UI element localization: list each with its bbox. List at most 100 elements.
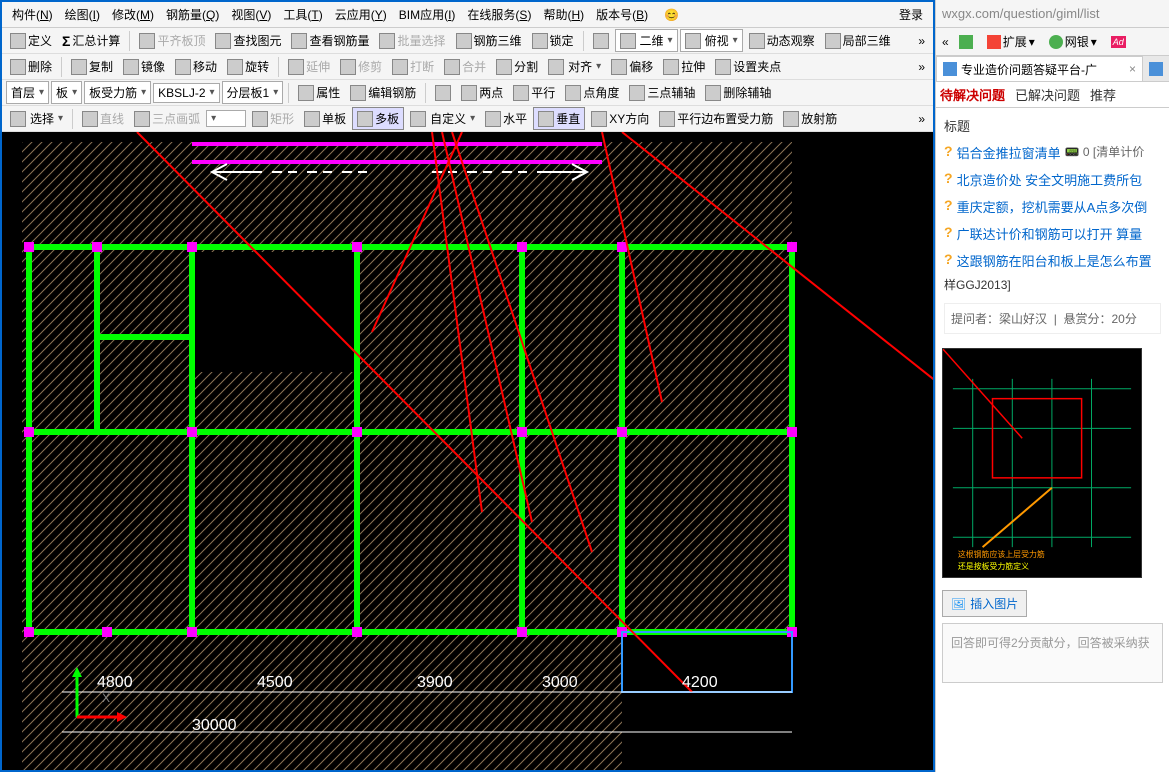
del-aux-button[interactable]: 删除辅轴 bbox=[701, 82, 775, 103]
break-button[interactable]: 打断 bbox=[388, 56, 438, 77]
menu-version[interactable]: 版本号(B) bbox=[590, 2, 654, 27]
binoculars-icon bbox=[291, 33, 307, 49]
define-button[interactable]: 定义 bbox=[6, 30, 56, 51]
two-pt-button[interactable]: 两点 bbox=[457, 82, 507, 103]
blank-dropdown[interactable] bbox=[206, 110, 246, 127]
view-rebar-button[interactable]: 查看钢筋量 bbox=[287, 30, 373, 51]
move-button[interactable]: 移动 bbox=[171, 56, 221, 77]
menu-online[interactable]: 在线服务(S) bbox=[461, 2, 537, 27]
align-dropdown[interactable]: 对齐 bbox=[544, 56, 605, 77]
svg-text:4500: 4500 bbox=[257, 674, 293, 691]
single-button[interactable]: 单板 bbox=[300, 108, 350, 129]
pt-angle-button[interactable]: 点角度 bbox=[561, 82, 623, 103]
split-button[interactable]: 分割 bbox=[492, 56, 542, 77]
browser-tabs: 专业造价问题答疑平台-广 × bbox=[936, 56, 1169, 82]
mirror-button[interactable]: 镜像 bbox=[119, 56, 169, 77]
persp-dropdown[interactable]: 俯视 bbox=[680, 29, 743, 52]
merge-button[interactable]: 合并 bbox=[440, 56, 490, 77]
move-icon bbox=[175, 59, 191, 75]
two-d-dropdown[interactable]: 二维 bbox=[615, 29, 678, 52]
copy-button[interactable]: 复制 bbox=[67, 56, 117, 77]
arc-button[interactable]: 三点画弧 bbox=[130, 108, 204, 129]
menu-help[interactable]: 帮助(H) bbox=[537, 2, 590, 27]
menu-tools[interactable]: 工具(T) bbox=[277, 2, 328, 27]
delete-button[interactable]: 删除 bbox=[6, 56, 56, 77]
multi-button[interactable]: 多板 bbox=[352, 107, 404, 130]
local-3d-button[interactable]: 局部三维 bbox=[821, 30, 895, 51]
question-item[interactable]: ?北京造价处 安全文明施工费所包 bbox=[944, 170, 1161, 189]
address-bar[interactable]: wxgx.com/question/giml/list bbox=[936, 0, 1169, 28]
drawing-canvas[interactable]: 4800 4500 3900 3000 4200 30000 X bbox=[2, 132, 933, 770]
sub-tab-pending[interactable]: 待解决问题 bbox=[940, 85, 1005, 104]
menu-component[interactable]: 构件(N) bbox=[6, 2, 59, 27]
toolbar-1: 定义 Σ汇总计算 平齐板顶 查找图元 查看钢筋量 批量选择 钢筋三维 锁定 二维… bbox=[2, 28, 933, 54]
slab-dropdown[interactable]: 板 bbox=[51, 81, 82, 104]
menu-cloud[interactable]: 云应用(Y) bbox=[329, 2, 393, 27]
lock-button[interactable]: 锁定 bbox=[528, 30, 578, 51]
toolbar-4: 选择 直线 三点画弧 矩形 单板 多板 自定义 水平 垂直 XY方向 平行边布置… bbox=[2, 106, 933, 132]
custom-dropdown[interactable]: 自定义 bbox=[406, 108, 479, 129]
rotate-button[interactable]: 旋转 bbox=[223, 56, 273, 77]
pinch-button[interactable]: 设置夹点 bbox=[711, 56, 785, 77]
insert-image-button[interactable]: 🖼插入图片 bbox=[942, 590, 1027, 617]
more-icon[interactable]: » bbox=[914, 34, 929, 48]
copy-icon bbox=[71, 59, 87, 75]
sub-tab-solved[interactable]: 已解决问题 bbox=[1015, 85, 1080, 104]
summary-button[interactable]: Σ汇总计算 bbox=[58, 30, 124, 51]
menu-draw[interactable]: 绘图(I) bbox=[59, 2, 106, 27]
question-link[interactable]: 北京造价处 安全文明施工费所包 bbox=[957, 170, 1143, 189]
three-aux-button[interactable]: 三点辅轴 bbox=[625, 82, 699, 103]
batch-button[interactable]: 批量选择 bbox=[375, 30, 449, 51]
new-tab-button[interactable] bbox=[1143, 56, 1169, 81]
question-item[interactable]: ?重庆定额，挖机需要从A点多次倒 bbox=[944, 197, 1161, 216]
horiz-button[interactable]: 水平 bbox=[481, 108, 531, 129]
find-button[interactable]: 查找图元 bbox=[211, 30, 285, 51]
extend-button[interactable]: 延伸 bbox=[284, 56, 334, 77]
type-dropdown[interactable]: KBSLJ-2 bbox=[153, 83, 219, 103]
menu-rebar[interactable]: 钢筋量(Q) bbox=[160, 2, 225, 27]
trim-button[interactable]: 修剪 bbox=[336, 56, 386, 77]
rotate-icon bbox=[227, 59, 243, 75]
answer-textarea[interactable]: 回答即可得2分贡献分，回答被采纳获 bbox=[942, 623, 1163, 683]
xy-button[interactable]: XY方向 bbox=[587, 108, 653, 129]
line-button[interactable]: 直线 bbox=[78, 108, 128, 129]
force-dropdown[interactable]: 板受力筋 bbox=[84, 81, 151, 104]
question-item[interactable]: ?广联达计价和钢筋可以打开 算量 bbox=[944, 224, 1161, 243]
browser-tab[interactable]: 专业造价问题答疑平台-广 × bbox=[936, 56, 1143, 81]
menu-modify[interactable]: 修改(M) bbox=[106, 2, 160, 27]
emoji-icon: 😊 bbox=[658, 4, 685, 26]
question-link[interactable]: 铝合金推拉窗清单 bbox=[957, 143, 1061, 162]
question-link[interactable]: 广联达计价和钢筋可以打开 算量 bbox=[957, 224, 1143, 243]
attr-button[interactable]: 属性 bbox=[294, 82, 344, 103]
edit-rebar-button[interactable]: 编辑钢筋 bbox=[346, 82, 420, 103]
question-thumbnail[interactable]: 这根钢筋应该上层受力筋 还是按板受力筋定义 bbox=[942, 348, 1142, 578]
offset-button[interactable]: 偏移 bbox=[607, 56, 657, 77]
ext-grid-button[interactable] bbox=[955, 33, 977, 51]
ext-expand-button[interactable]: 扩展▾ bbox=[983, 31, 1039, 52]
login-link[interactable]: 登录 bbox=[893, 2, 929, 27]
menu-view[interactable]: 视图(V) bbox=[225, 2, 277, 27]
vert-button[interactable]: 垂直 bbox=[533, 107, 585, 130]
select-dropdown[interactable]: 选择 bbox=[6, 108, 67, 129]
stretch-button[interactable]: 拉伸 bbox=[659, 56, 709, 77]
flat-button[interactable]: 平齐板顶 bbox=[135, 30, 209, 51]
question-item[interactable]: ?铝合金推拉窗清单📟 0 [清单计价 bbox=[944, 143, 1161, 162]
dyn-button[interactable]: 动态观察 bbox=[745, 30, 819, 51]
question-link[interactable]: 这跟钢筋在阳台和板上是怎么布置 bbox=[957, 251, 1152, 270]
sub-tab-recommend[interactable]: 推荐 bbox=[1090, 85, 1116, 104]
question-item[interactable]: ?这跟钢筋在阳台和板上是怎么布置 bbox=[944, 251, 1161, 270]
rect-button[interactable]: 矩形 bbox=[248, 108, 298, 129]
question-mark-icon: ? bbox=[944, 197, 953, 213]
ext-online-button[interactable]: 网银▾ bbox=[1045, 31, 1101, 52]
layer-dropdown[interactable]: 分层板1 bbox=[222, 81, 284, 104]
tab-close-icon[interactable]: × bbox=[1129, 62, 1136, 76]
floor-dropdown[interactable]: 首层 bbox=[6, 81, 49, 104]
ext-ad-button[interactable]: Ad bbox=[1107, 34, 1130, 50]
flat-force-button[interactable]: 平行边布置受力筋 bbox=[655, 108, 777, 129]
question-link[interactable]: 重庆定额，挖机需要从A点多次倒 bbox=[957, 197, 1148, 216]
menu-bim[interactable]: BIM应用(I) bbox=[393, 2, 462, 27]
delete-icon bbox=[10, 59, 26, 75]
radial-button[interactable]: 放射筋 bbox=[779, 108, 841, 129]
three-d-button[interactable]: 钢筋三维 bbox=[452, 30, 526, 51]
parallel-button[interactable]: 平行 bbox=[509, 82, 559, 103]
